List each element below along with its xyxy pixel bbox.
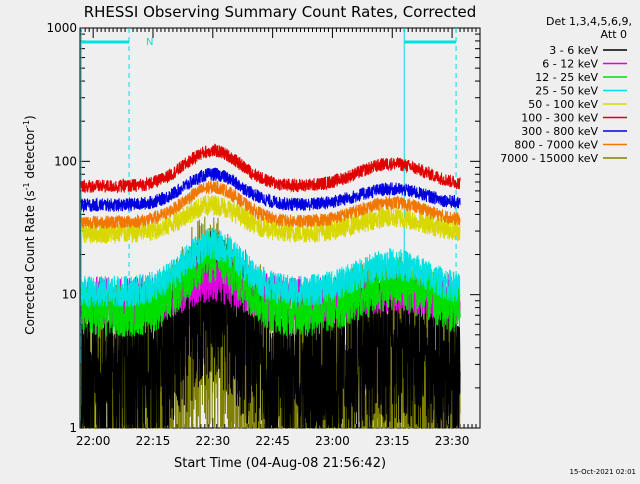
legend-label: 6 - 12 keV	[542, 58, 598, 71]
series-line	[80, 227, 461, 308]
x-tick-label: 23:30	[435, 434, 470, 448]
plot-timestamp: 15-Oct-2021 02:01	[570, 468, 636, 476]
legend-label: 800 - 7000 keV	[514, 139, 598, 152]
x-tick-label: 22:00	[76, 434, 111, 448]
y-axis-label-end: )	[23, 115, 37, 120]
series-line	[80, 230, 461, 429]
legend-label: 3 - 6 keV	[549, 44, 598, 57]
y-tick-label: 100	[54, 154, 77, 168]
legend-label: 7000 - 15000 keV	[500, 152, 598, 165]
chart-title: RHESSI Observing Summary Count Rates, Co…	[84, 3, 477, 21]
series-line	[80, 143, 461, 194]
series-line	[80, 195, 461, 244]
y-axis-label-mid: detector	[23, 128, 37, 183]
series-line	[80, 180, 461, 229]
series-line	[80, 232, 461, 338]
x-tick-label: 22:15	[136, 434, 171, 448]
legend-title-line2: Att 0	[601, 28, 627, 41]
x-axis-label: Start Time (04-Aug-08 21:56:42)	[174, 456, 386, 471]
legend-label: 25 - 50 keV	[535, 85, 598, 98]
y-tick-label: 1000	[46, 21, 77, 35]
x-tick-label: 22:45	[255, 434, 290, 448]
legend-label: 300 - 800 keV	[521, 125, 598, 138]
series-line	[80, 167, 461, 213]
y-axis-label: Corrected Count Rate (s-1 detector-1)	[22, 115, 37, 334]
legend-label: 12 - 25 keV	[535, 71, 598, 84]
y-tick-label: 1	[69, 421, 77, 435]
x-tick-label: 22:30	[196, 434, 231, 448]
y-axis-label-sup1: -1	[22, 182, 31, 190]
x-tick-label: 23:15	[375, 434, 410, 448]
legend-label: 100 - 300 keV	[521, 112, 598, 125]
y-axis-label-sup2: -1	[22, 120, 31, 128]
y-axis-label-main: Corrected Count Rate (s	[23, 190, 37, 334]
x-tick-label: 23:00	[315, 434, 350, 448]
legend-title-line1: Det 1,3,4,5,6,9,	[546, 15, 632, 28]
legend-label: 50 - 100 keV	[528, 98, 598, 111]
flag-marker: N	[146, 37, 153, 48]
y-tick-label: 10	[62, 288, 77, 302]
